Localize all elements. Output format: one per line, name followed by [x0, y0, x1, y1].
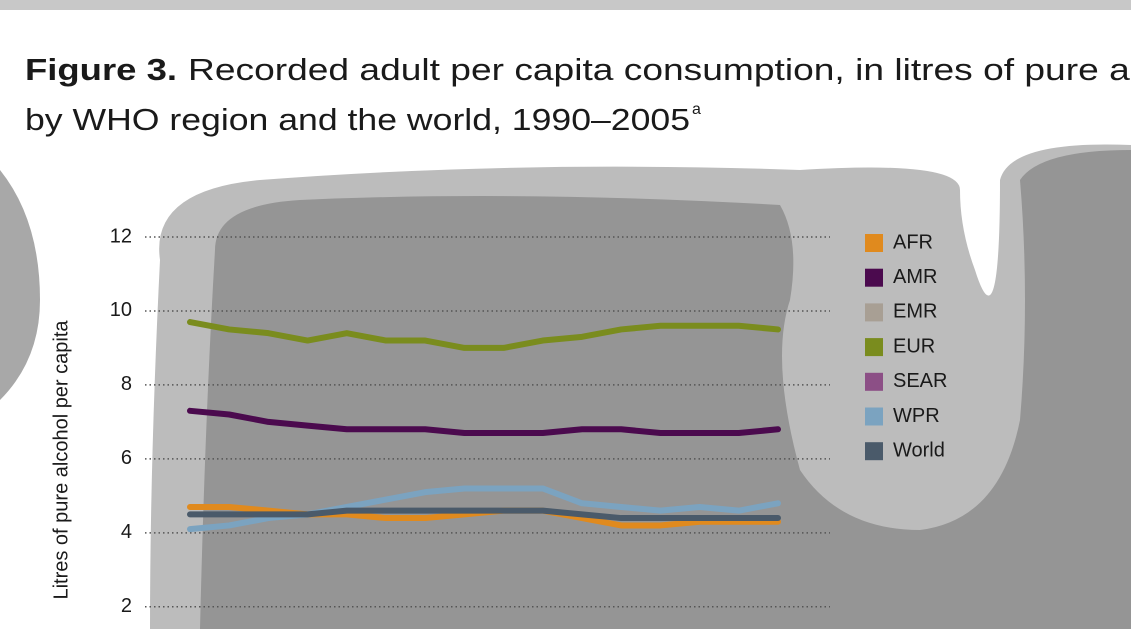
- legend-label: AFR: [893, 231, 933, 253]
- y-tick-label: 8: [121, 373, 132, 395]
- legend-label: EUR: [893, 335, 935, 357]
- figure-label: Figure 3.: [25, 52, 177, 87]
- chart-title: Recorded adult per capita consumption, i…: [188, 52, 1131, 87]
- legend-label: AMR: [893, 266, 937, 288]
- y-tick-label: 12: [110, 225, 132, 247]
- series-line: [187, 507, 781, 522]
- legend-swatch: [865, 338, 883, 357]
- y-tick-label: 4: [121, 521, 132, 543]
- y-tick-label: 2: [121, 595, 132, 617]
- legend-swatch: [865, 303, 883, 322]
- y-tick-label: 10: [110, 299, 132, 321]
- legend-swatch: [865, 268, 883, 287]
- legend-swatch: [865, 442, 883, 461]
- legend-label: WPR: [893, 405, 940, 427]
- y-tick-label: 6: [121, 447, 132, 469]
- legend-swatch: [865, 234, 883, 252]
- legend-label: EMR: [893, 301, 937, 323]
- series-line: [187, 407, 781, 436]
- legend-swatch: [865, 407, 883, 426]
- legend-label: SEAR: [893, 370, 947, 392]
- y-axis-label: Litres of pure alcohol per capita: [50, 320, 72, 600]
- top-strip: [0, 0, 1131, 10]
- chart-subtitle: by WHO region and the world, 1990–2005: [25, 102, 690, 137]
- footnote-marker: a: [692, 101, 701, 118]
- legend-label: World: [893, 439, 945, 461]
- legend-swatch: [865, 372, 883, 391]
- background-blob: [0, 170, 40, 400]
- series-line: [187, 319, 781, 351]
